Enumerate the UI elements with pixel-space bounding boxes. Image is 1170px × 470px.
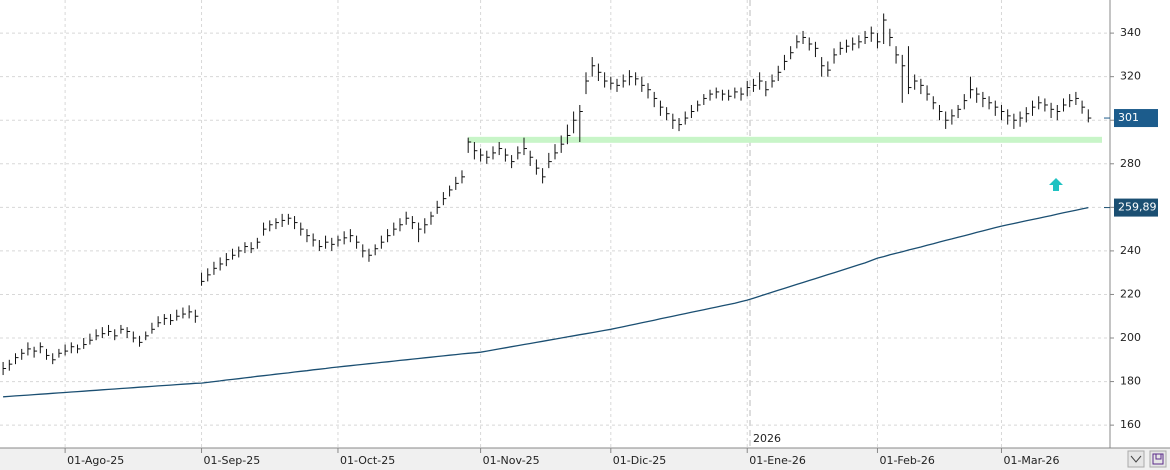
year-label: 2026 xyxy=(753,432,781,445)
x-tick-label: 01-Nov-25 xyxy=(483,454,540,467)
y-axis-strip xyxy=(1110,0,1170,448)
scroll-button[interactable] xyxy=(1127,450,1145,468)
save-icon xyxy=(1152,453,1164,465)
moving-average xyxy=(3,206,1089,398)
y-tick-label: 200 xyxy=(1120,331,1141,344)
last-price-label: 301 xyxy=(1118,111,1139,124)
x-axis-strip xyxy=(0,448,1170,470)
y-tick-label: 280 xyxy=(1120,157,1141,170)
x-tick-label: 01-Mar-26 xyxy=(1003,454,1059,467)
y-tick-label: 320 xyxy=(1120,70,1141,83)
y-tick-label: 240 xyxy=(1120,244,1141,257)
x-tick-label: 01-Sep-25 xyxy=(204,454,261,467)
arrow-icon xyxy=(1049,178,1063,191)
x-tick-label: 01-Dic-25 xyxy=(613,454,667,467)
x-tick-label: 01-Feb-26 xyxy=(879,454,934,467)
x-tick-label: 01-Ene-26 xyxy=(749,454,806,467)
x-tick-label: 01-Oct-25 xyxy=(340,454,395,467)
x-tick-label: 01-Ago-25 xyxy=(67,454,124,467)
y-tick-label: 340 xyxy=(1120,26,1141,39)
last-price-box xyxy=(1114,109,1158,128)
y-tick-label: 160 xyxy=(1120,418,1141,431)
support-band xyxy=(468,136,1103,143)
y-tick-label: 220 xyxy=(1120,287,1141,300)
y-tick-label: 180 xyxy=(1120,375,1141,388)
ma-last-label: 259,89 xyxy=(1118,201,1157,214)
scroll-icon xyxy=(1130,455,1142,463)
ma-last-box xyxy=(1114,198,1158,217)
